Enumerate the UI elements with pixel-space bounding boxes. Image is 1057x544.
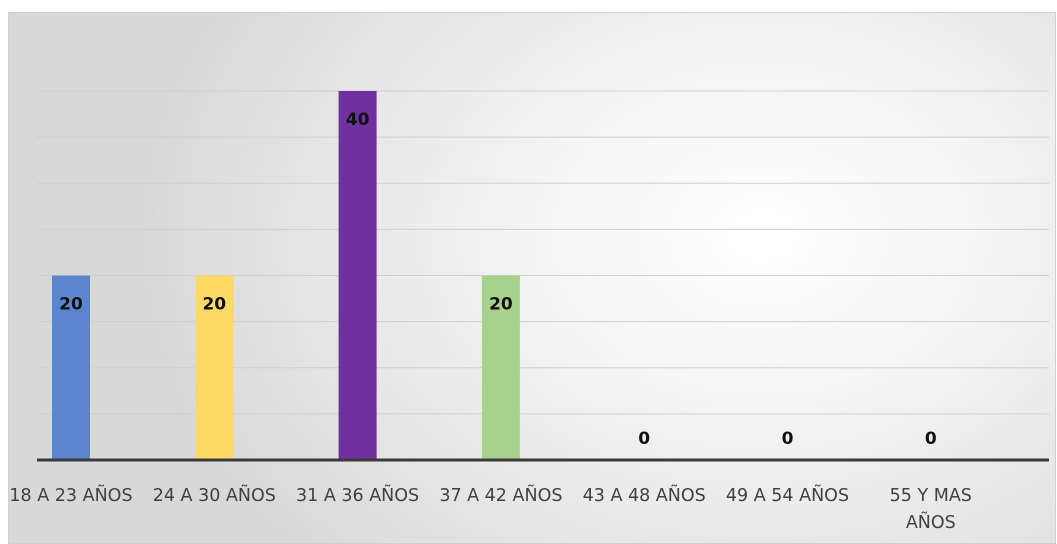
gridlines xyxy=(37,90,1049,415)
bars xyxy=(52,91,520,460)
data-label: 0 xyxy=(638,429,650,449)
data-label: 0 xyxy=(925,429,937,449)
data-label: 0 xyxy=(782,429,794,449)
bar xyxy=(481,275,520,460)
data-label: 20 xyxy=(202,295,226,315)
data-label: 20 xyxy=(59,295,83,315)
bar xyxy=(338,91,377,460)
bar-chart: 20 20 40 20 0 0 0 18 A 23 AÑOS 24 A 30 AÑOS 31 A… xyxy=(9,90,1049,533)
category-label: 18 A 23 AÑOS xyxy=(9,484,132,506)
category-label: 24 A 30 AÑOS xyxy=(153,484,276,506)
data-labels: 20 20 40 20 0 0 0 xyxy=(59,110,937,449)
category-label: 37 A 42 AÑOS xyxy=(439,484,562,506)
bar xyxy=(195,275,234,460)
data-label: 40 xyxy=(346,110,370,130)
category-labels: 18 A 23 AÑOS 24 A 30 AÑOS 31 A 36 AÑOS 37 A… xyxy=(9,484,972,533)
category-label: 49 A 54 AÑOS xyxy=(726,484,849,506)
category-label: 55 Y MAS AÑOS xyxy=(890,486,972,533)
bar xyxy=(52,275,90,460)
category-label: 43 A 48 AÑOS xyxy=(583,484,706,506)
chart-frame: 20 20 40 20 0 0 0 18 A 23 AÑOS 24 A 30 AÑOS 31 A… xyxy=(8,12,1056,544)
data-label: 20 xyxy=(489,295,513,315)
category-label: 31 A 36 AÑOS xyxy=(296,484,419,506)
